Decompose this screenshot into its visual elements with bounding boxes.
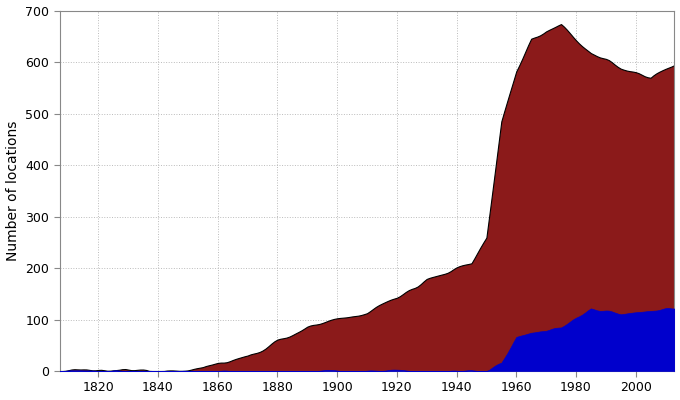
Y-axis label: Number of locations: Number of locations (5, 121, 20, 261)
